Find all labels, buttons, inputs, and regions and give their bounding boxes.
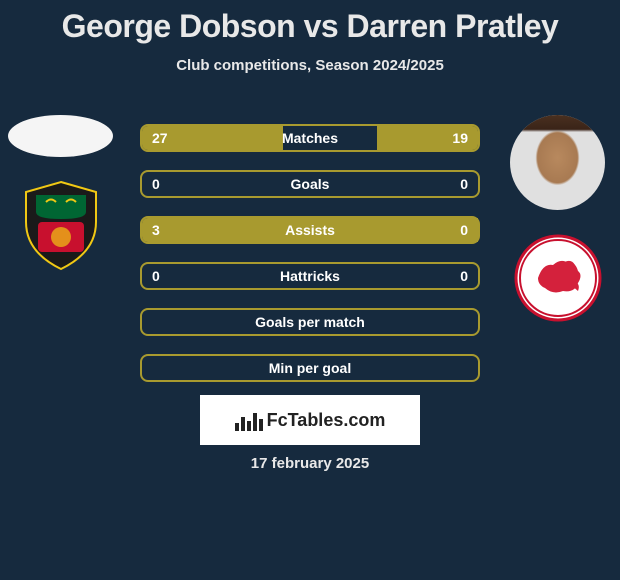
stat-value-left: 27 bbox=[152, 130, 168, 146]
stat-label: Goals bbox=[291, 176, 330, 192]
stat-value-left: 0 bbox=[152, 268, 160, 284]
fctables-chart-icon bbox=[235, 409, 263, 431]
fctables-badge: FcTables.com bbox=[200, 395, 420, 445]
stat-label: Goals per match bbox=[255, 314, 365, 330]
stat-row: Min per goal bbox=[140, 354, 480, 382]
fctables-label: FcTables.com bbox=[267, 410, 386, 431]
player-right-photo bbox=[510, 115, 605, 210]
stat-value-right: 0 bbox=[460, 222, 468, 238]
stats-container: 27 Matches 19 0 Goals 0 3 Assists 0 0 Hattricks 0 Go… bbox=[140, 124, 480, 400]
player-left-column bbox=[8, 115, 113, 272]
stat-row: 0 Goals 0 bbox=[140, 170, 480, 198]
stat-value-left: 0 bbox=[152, 176, 160, 192]
player-left-photo bbox=[8, 115, 113, 157]
stat-label: Matches bbox=[282, 130, 338, 146]
stat-row: 0 Hattricks 0 bbox=[140, 262, 480, 290]
subtitle: Club competitions, Season 2024/2025 bbox=[0, 57, 620, 74]
stat-row: 3 Assists 0 bbox=[140, 216, 480, 244]
stat-value-right: 19 bbox=[452, 130, 468, 146]
date-label: 17 february 2025 bbox=[0, 455, 620, 472]
stat-label: Hattricks bbox=[280, 268, 340, 284]
player-right-crest bbox=[513, 230, 603, 325]
stat-row: Goals per match bbox=[140, 308, 480, 336]
stat-value-left: 3 bbox=[152, 222, 160, 238]
player-left-crest bbox=[16, 177, 106, 272]
page-title: George Dobson vs Darren Pratley bbox=[0, 0, 620, 45]
stat-value-right: 0 bbox=[460, 176, 468, 192]
player-right-column bbox=[505, 115, 610, 325]
stat-label: Min per goal bbox=[269, 360, 351, 376]
player-face-graphic bbox=[510, 115, 605, 210]
stat-label: Assists bbox=[285, 222, 335, 238]
stat-row: 27 Matches 19 bbox=[140, 124, 480, 152]
stat-value-right: 0 bbox=[460, 268, 468, 284]
